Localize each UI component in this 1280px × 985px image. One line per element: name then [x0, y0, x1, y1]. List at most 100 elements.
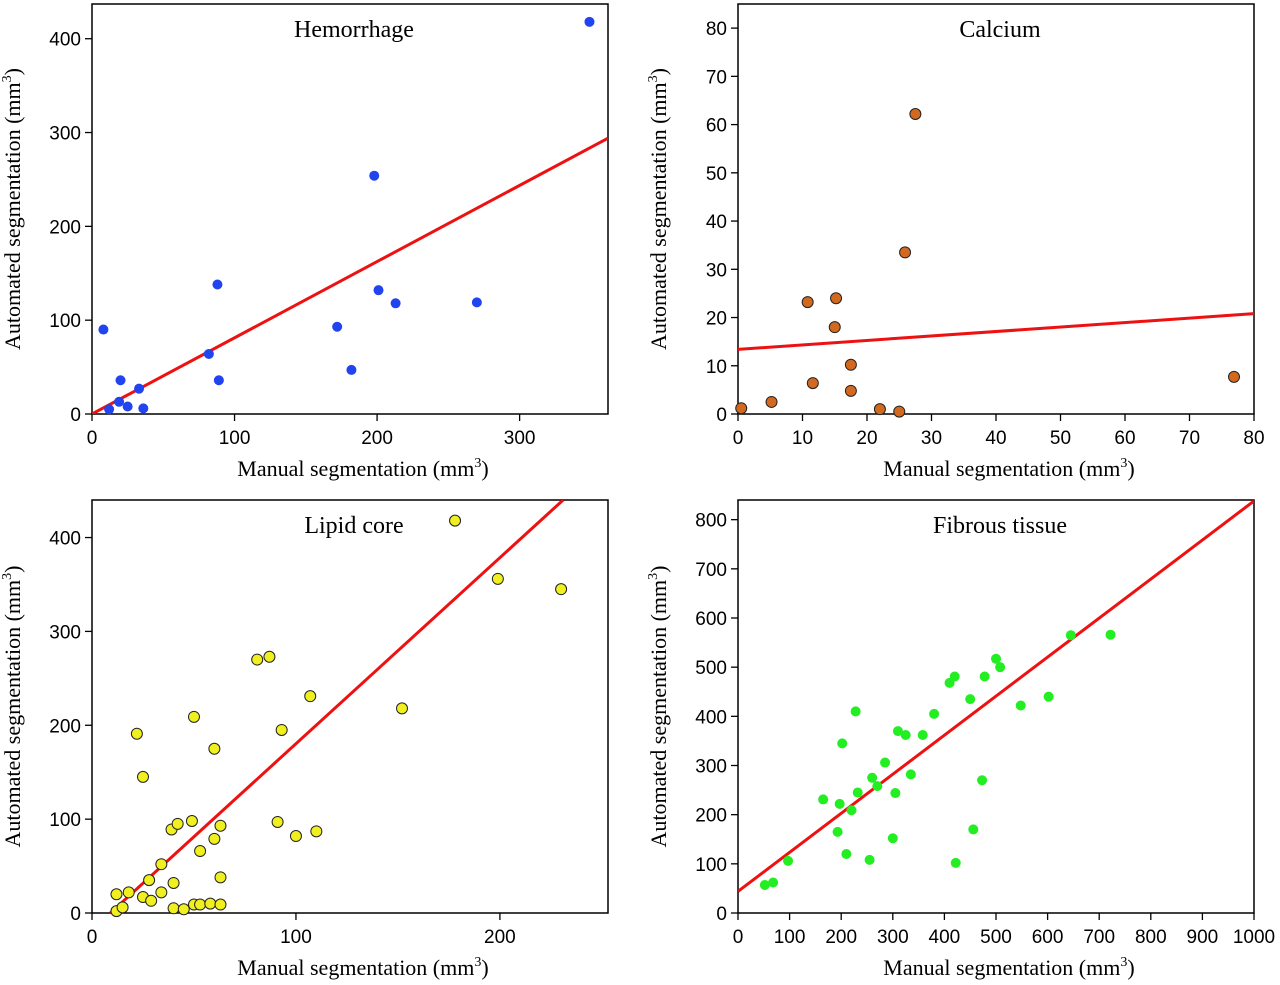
- panel-lipid-core: 0 100 200 0 100 200 300 400 Lipid core Manual seg…: [0, 499, 609, 980]
- data-point: [806, 377, 819, 390]
- data-point: [844, 384, 857, 397]
- x-axis-label-sup: 3: [474, 955, 481, 970]
- y-axis-label-main: Automated segmentation (mm: [0, 82, 25, 350]
- data-point: [995, 662, 1006, 673]
- x-tick-label: 900: [1187, 927, 1219, 948]
- regression-line: [738, 312, 1254, 351]
- data-point: [208, 742, 221, 755]
- data-point: [968, 824, 979, 835]
- x-axis-label-main: Manual segmentation (mm: [237, 456, 474, 481]
- x-tick-label: 500: [980, 927, 1012, 948]
- y-axis-label-close: ): [646, 68, 671, 75]
- data-point: [373, 285, 384, 296]
- y-axis-label-close: ): [0, 566, 25, 573]
- data-point: [271, 815, 284, 828]
- x-tick-label: 10: [792, 428, 813, 449]
- plot-frame: [737, 499, 1255, 914]
- panel-hemorrhage: 0 100 200 300 0 100 200 300 400 Hemorrhage Manual …: [0, 3, 609, 481]
- data-point: [449, 514, 462, 527]
- data-point: [759, 879, 770, 890]
- x-tick-label: 200: [361, 428, 393, 449]
- data-point: [949, 671, 960, 682]
- x-axis-label-main: Manual segmentation (mm: [237, 955, 474, 980]
- y-tick-label: 60: [706, 116, 727, 137]
- data-point: [890, 788, 901, 799]
- data-point: [965, 694, 976, 705]
- data-point: [208, 832, 221, 845]
- x-tick-label: 20: [856, 428, 877, 449]
- y-tick-label: 100: [49, 311, 81, 332]
- regression-line: [738, 500, 1254, 893]
- y-tick-label: 300: [695, 757, 727, 778]
- x-tick-label: 0: [733, 927, 744, 948]
- y-tick-label: 500: [695, 658, 727, 679]
- data-point: [145, 894, 158, 907]
- data-point: [167, 876, 180, 889]
- data-point: [332, 321, 343, 332]
- data-point: [818, 794, 829, 805]
- y-tick-label: 200: [695, 806, 727, 827]
- data-point: [122, 401, 133, 412]
- data-point: [491, 572, 504, 585]
- data-point: [929, 708, 940, 719]
- y-axis-label: Automated segmentation (mm3): [0, 68, 25, 350]
- x-axis-label-close: ): [481, 955, 488, 980]
- x-tick-label: 1000: [1233, 927, 1275, 948]
- x-tick-label: 0: [733, 428, 744, 449]
- panel-title: Lipid core: [304, 513, 403, 539]
- panel-title: Fibrous tissue: [933, 513, 1067, 539]
- regression-line: [109, 500, 565, 913]
- data-point: [213, 375, 224, 386]
- data-point: [115, 375, 126, 386]
- x-tick-label: 300: [504, 428, 536, 449]
- data-point: [950, 857, 961, 868]
- data-point: [872, 781, 883, 792]
- x-tick-label: 100: [774, 927, 806, 948]
- plot-frame: [91, 499, 609, 914]
- data-point: [138, 403, 149, 414]
- data-point: [203, 348, 214, 359]
- y-tick-label: 700: [695, 560, 727, 581]
- data-point: [867, 772, 878, 783]
- data-point: [263, 650, 276, 663]
- y-tick-label: 200: [49, 217, 81, 238]
- x-tick-label: 40: [985, 428, 1006, 449]
- data-point: [979, 671, 990, 682]
- y-tick-label: 50: [706, 164, 727, 185]
- x-axis-label-close: ): [1127, 456, 1134, 481]
- data-point: [735, 402, 748, 415]
- x-tick-label: 100: [280, 927, 312, 948]
- data-point: [991, 653, 1001, 664]
- y-axis-label: Automated segmentation (mm3): [646, 68, 671, 350]
- data-point: [171, 817, 184, 830]
- y-tick-label: 0: [70, 904, 81, 925]
- data-point: [887, 833, 898, 844]
- y-tick-label: 0: [716, 904, 727, 925]
- data-point: [880, 757, 891, 768]
- x-tick-label: 30: [921, 428, 942, 449]
- y-axis-label-sup: 3: [646, 573, 661, 580]
- data-point: [187, 710, 200, 723]
- x-tick-label: 60: [1114, 428, 1135, 449]
- data-point: [194, 898, 207, 911]
- y-axis-label-close: ): [646, 566, 671, 573]
- data-point: [893, 405, 906, 418]
- y-axis-label-sup: 3: [0, 75, 15, 82]
- data-point: [765, 395, 778, 408]
- data-point: [1065, 630, 1076, 641]
- y-tick-label: 200: [49, 716, 81, 737]
- y-axis-label-main: Automated segmentation (mm: [646, 82, 671, 350]
- y-axis-label-sup: 3: [646, 75, 661, 82]
- data-point: [214, 898, 227, 911]
- data-point: [212, 279, 223, 290]
- data-point: [555, 583, 568, 596]
- data-point: [977, 775, 988, 786]
- data-point: [114, 396, 125, 407]
- data-point: [846, 805, 857, 816]
- x-tick-label: 100: [219, 428, 251, 449]
- data-point: [768, 877, 779, 888]
- y-tick-label: 100: [695, 855, 727, 876]
- data-point: [471, 297, 482, 308]
- data-point: [917, 730, 928, 741]
